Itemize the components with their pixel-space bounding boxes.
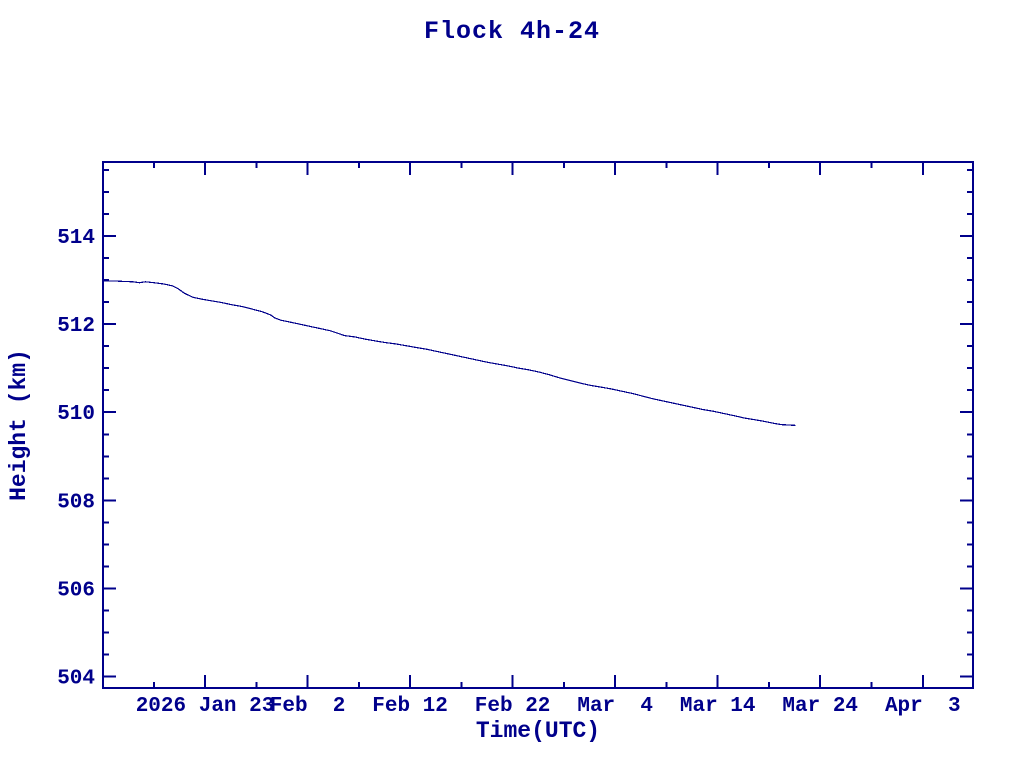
x-tick-label: Feb 22 [475, 695, 551, 718]
y-tick-label: 514 [57, 227, 95, 250]
axis-box [102, 161, 974, 689]
x-axis-title: Time(UTC) [475, 718, 601, 744]
x-tick-label: Mar 14 [680, 695, 756, 718]
y-tick-label: 504 [57, 668, 95, 691]
x-tick-label: 2026 Jan 23 [136, 695, 275, 718]
y-tick-label: 512 [57, 315, 95, 338]
chart-title: Flock 4h-24 [423, 17, 601, 46]
y-tick-label: 508 [57, 491, 95, 514]
y-tick-label: 506 [57, 579, 95, 602]
x-tick-label: Mar 24 [782, 695, 858, 718]
x-tick-label: Feb 2 [270, 695, 346, 718]
x-tick-label: Apr 3 [885, 695, 961, 718]
x-tick-label: Mar 4 [577, 695, 653, 718]
x-tick-label: Feb 12 [372, 695, 448, 718]
data-line [103, 280, 796, 426]
y-tick-label: 510 [57, 403, 95, 426]
